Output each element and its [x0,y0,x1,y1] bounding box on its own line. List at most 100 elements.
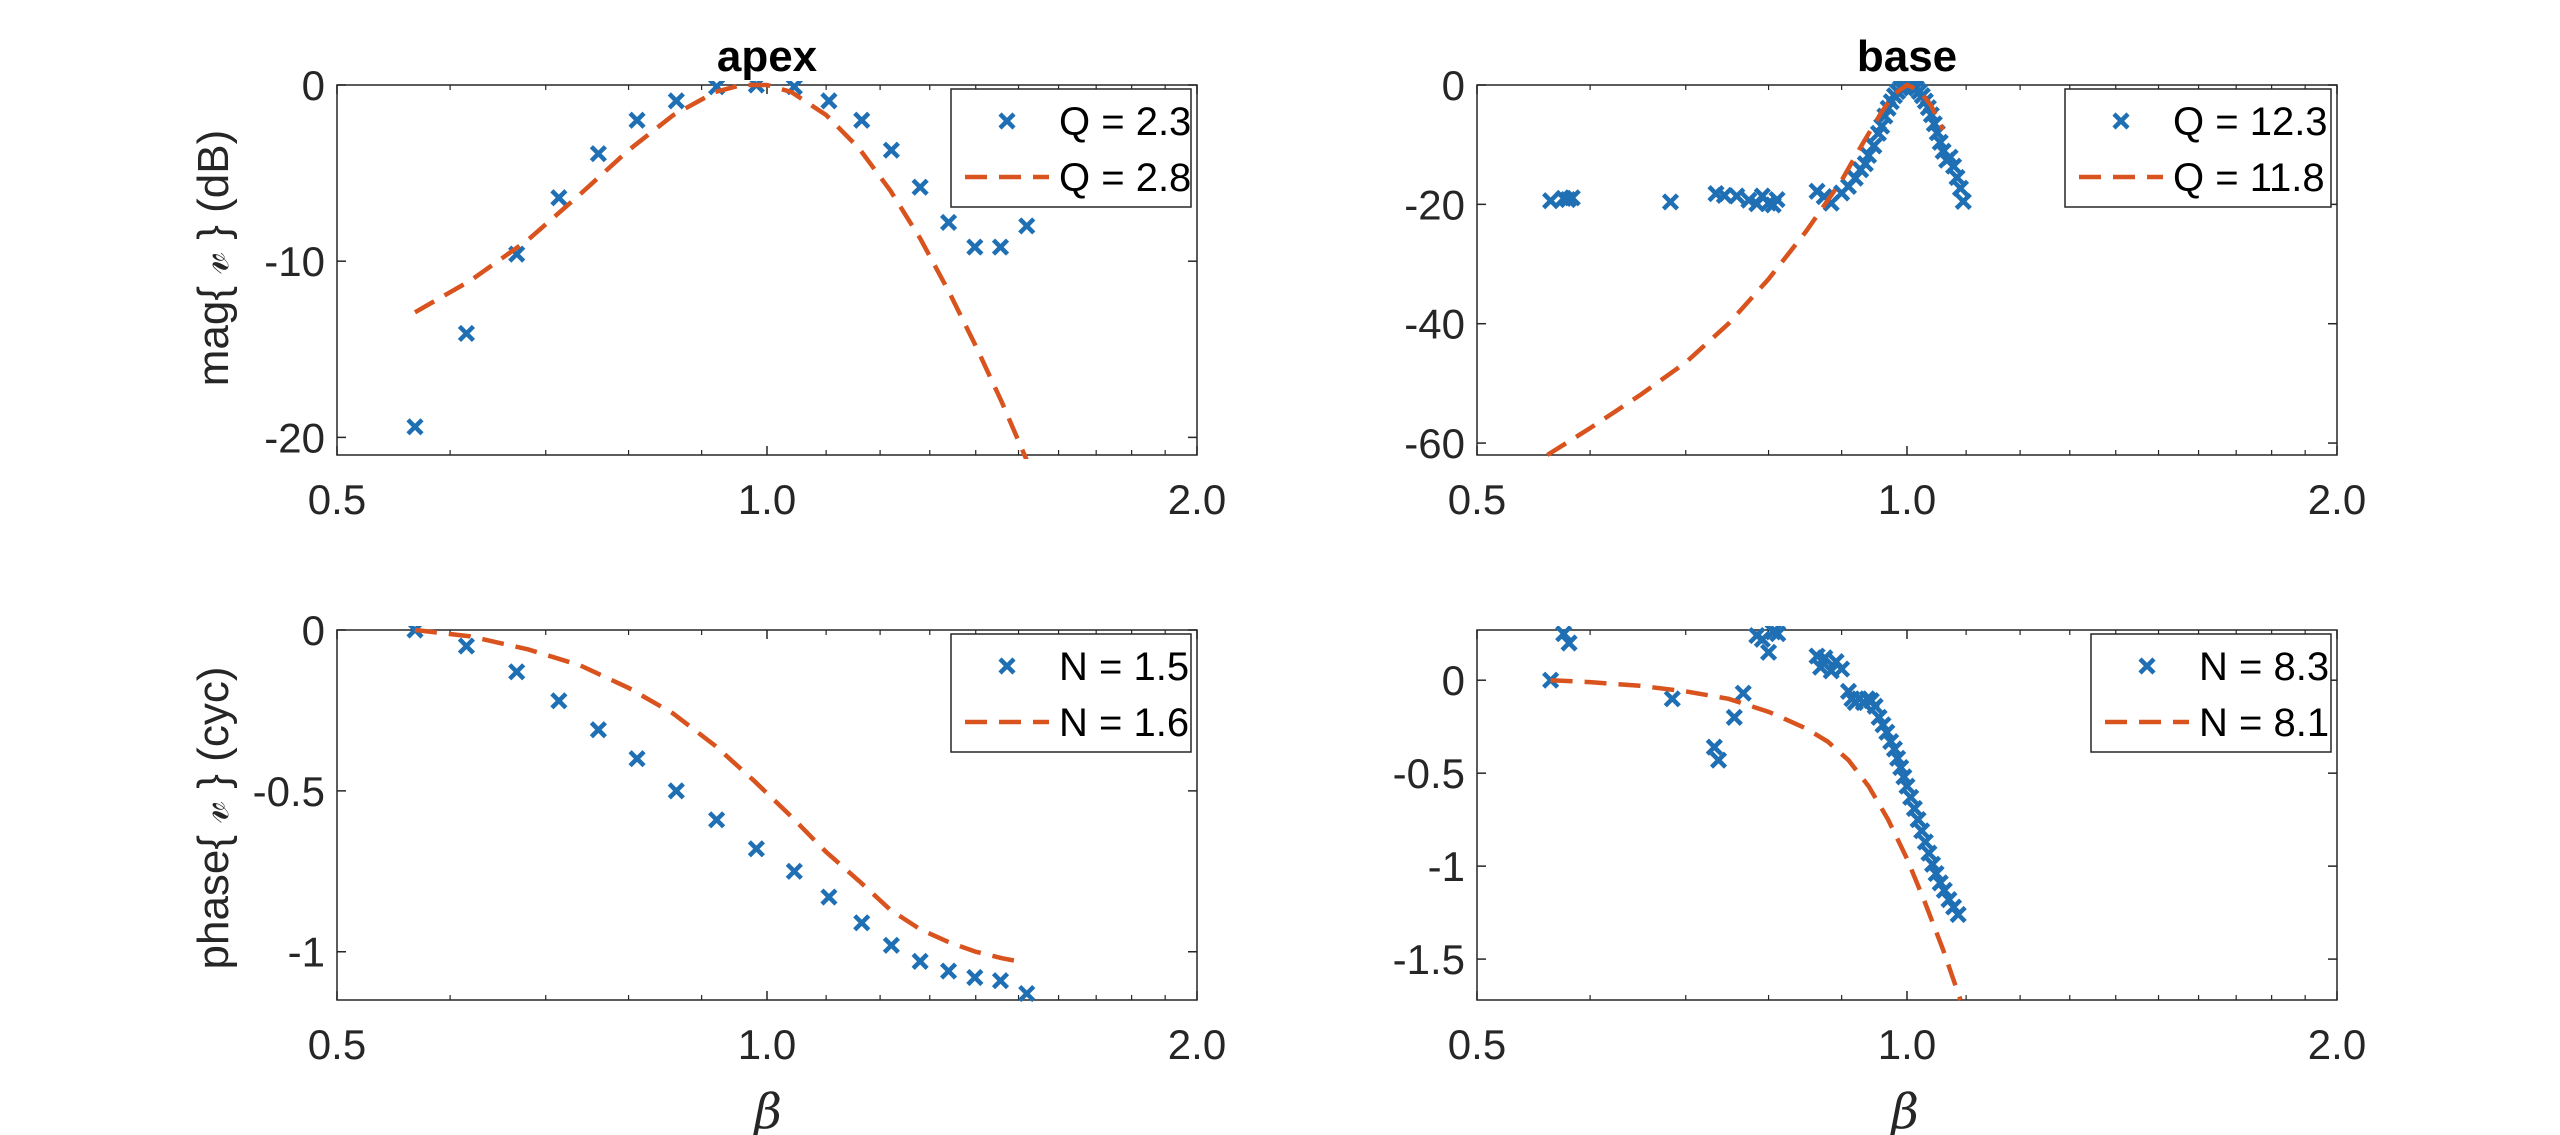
apex-phase-plot-area [406,626,1036,1003]
base-phase-data-point [1905,799,1923,818]
base-phase-data-point [1705,738,1723,756]
apex-phase-data-point [785,862,803,880]
base-phase-data-point [1833,660,1851,678]
apex-mag-xtick-label: 1.0 [738,476,796,523]
apex-mag-data-point [1018,217,1036,235]
apex-mag-ytick-label: -20 [264,414,325,461]
base-phase-data-point [1759,643,1778,661]
apex-phase-panel: 0.5 1.0 2.0 0 -0.5 -1 N = 1.5 N = 1.6 [253,607,1227,1068]
apex-mag-data-point [628,111,646,129]
base-mag-ytick-label: -60 [1404,420,1465,467]
apex-phase-data-point [939,962,958,980]
base-phase-data-point [1878,723,1896,741]
apex-mag-legend: Q = 2.3 Q = 2.8 [950,88,1192,208]
base-phase-data-point [1935,881,1953,899]
base-mag-data-point [1948,168,1966,187]
apex-phase-data-point [1018,984,1036,1003]
base-mag-data-point [1661,193,1680,211]
base-phase-panel: 0.5 1.0 2.0 0 -0.5 -1 -1.5 N = 8.3 N = 8.1 [1393,626,2366,1068]
apex-mag-legend-label: Q = 2.3 [1059,100,1191,144]
apex-phase-ytick-label: 0 [302,607,325,654]
apex-phase-data-point [667,782,685,800]
base-mag-legend: Q = 12.3 Q = 11.8 [2064,88,2332,208]
base-phase-data-point [1816,649,1834,667]
base-phase-data-point [1812,658,1830,676]
base-phase-legend-label: N = 8.1 [2199,701,2329,745]
base-phase-data-point [1663,690,1681,708]
base-phase-data-point [1949,905,1967,924]
base-mag-panel: 0.5 1.0 2.0 0 -20 -40 -60 base Q = 12.3 Q = 11.8 [1404,32,2366,523]
base-phase-ytick-label: -1 [1428,843,1465,890]
apex-mag-xtick-label: 0.5 [308,476,366,523]
apex-mag-plot-area [406,81,1036,459]
apex-mag-data-point [406,418,424,436]
base-phase-legend-box [2090,633,2332,753]
base-mag-data-point [1865,137,1883,155]
base-phase-ytick-label: -1.5 [1393,936,1465,983]
apex-phase-data-point [508,663,526,681]
base-mag-xtick-label: 2.0 [2308,476,2366,523]
xlabel-left: β [752,1084,782,1135]
xlabel-right: β [1889,1084,1919,1135]
apex-mag-data-point [853,111,871,129]
base-mag-plot-area [1542,81,1972,457]
base-phase-data-point [1753,630,1771,648]
apex-phase-model-line [414,627,1019,964]
base-mag-xtick-label: 0.5 [1448,476,1506,523]
base-phase-data-point [1923,855,1942,873]
base-phase-data-point [1560,634,1578,652]
base-mag-ytick-label: -20 [1404,181,1465,228]
base-mag-legend-box [2064,88,2332,208]
apex-mag-xtick-label: 2.0 [1168,476,1226,523]
apex-phase-legend-box [950,633,1192,753]
base-phase-legend: N = 8.3 N = 8.1 [2090,633,2332,753]
apex-mag-panel: 0.5 1.0 2.0 0 -10 -20 apex Q = 2.3 Q = 2.8 [264,32,1226,523]
apex-phase-ytick-label: -1 [288,929,325,976]
apex-mag-data-point [911,178,929,196]
base-mag-data-point [1860,146,1878,165]
base-phase-xtick-label: 1.0 [1878,1021,1936,1068]
base-phase-model-line [1550,677,1963,1001]
base-phase-data-point [1555,626,1573,643]
base-phase-data-point [1866,697,1884,715]
apex-phase-xtick-label: 0.5 [308,1021,366,1068]
base-mag-data-point [1728,187,1746,205]
ylabel-bottom: phase{ 𝓋 } (cyc) [189,667,238,970]
base-phase-data-point [1725,708,1743,726]
apex-phase-data-point [747,840,765,858]
base-phase-data-point [1734,684,1752,702]
apex-phase-data-point [820,888,838,906]
base-phase-xtick-label: 2.0 [2308,1021,2366,1068]
base-phase-plot-area [1542,626,1967,1001]
apex-phase-data-point [882,936,900,954]
base-phase-ytick-label: -0.5 [1393,750,1465,797]
base-mag-legend-label: Q = 11.8 [2173,156,2325,200]
apex-mag-legend-label: Q = 2.8 [1059,156,1191,200]
base-phase-legend-marker-swatch [2138,657,2156,675]
base-phase-data-point [1916,833,1934,851]
base-mag-data-point [1944,157,1963,175]
apex-phase-data-point [911,952,929,970]
base-mag-data-point [1768,190,1786,209]
base-phase-data-point [1898,777,1916,795]
base-phase-data-point [1709,751,1728,769]
base-phase-ytick-label: 0 [1442,657,1465,704]
apex-mag-data-point [589,145,607,163]
apex-mag-legend-marker-swatch [998,112,1016,130]
apex-phase-legend-label: N = 1.5 [1059,645,1189,689]
apex-mag-data-point [939,213,958,232]
base-mag-data-point [1542,192,1560,210]
base-mag-data-point [1954,192,1972,210]
apex-phase-data-point [966,968,984,987]
base-phase-data-point [1902,788,1920,806]
apex-mag-data-point [550,189,568,207]
base-mag-legend-label: Q = 12.3 [2173,100,2328,144]
apex-phase-xtick-label: 2.0 [1168,1021,1226,1068]
apex-phase-data-point [457,637,476,655]
apex-phase-data-point [550,692,568,710]
base-mag-ytick-label: -40 [1404,301,1465,348]
base-mag-legend-marker-swatch [2112,112,2130,130]
base-mag-title: base [1857,32,1957,81]
apex-mag-model-line [413,82,1029,459]
